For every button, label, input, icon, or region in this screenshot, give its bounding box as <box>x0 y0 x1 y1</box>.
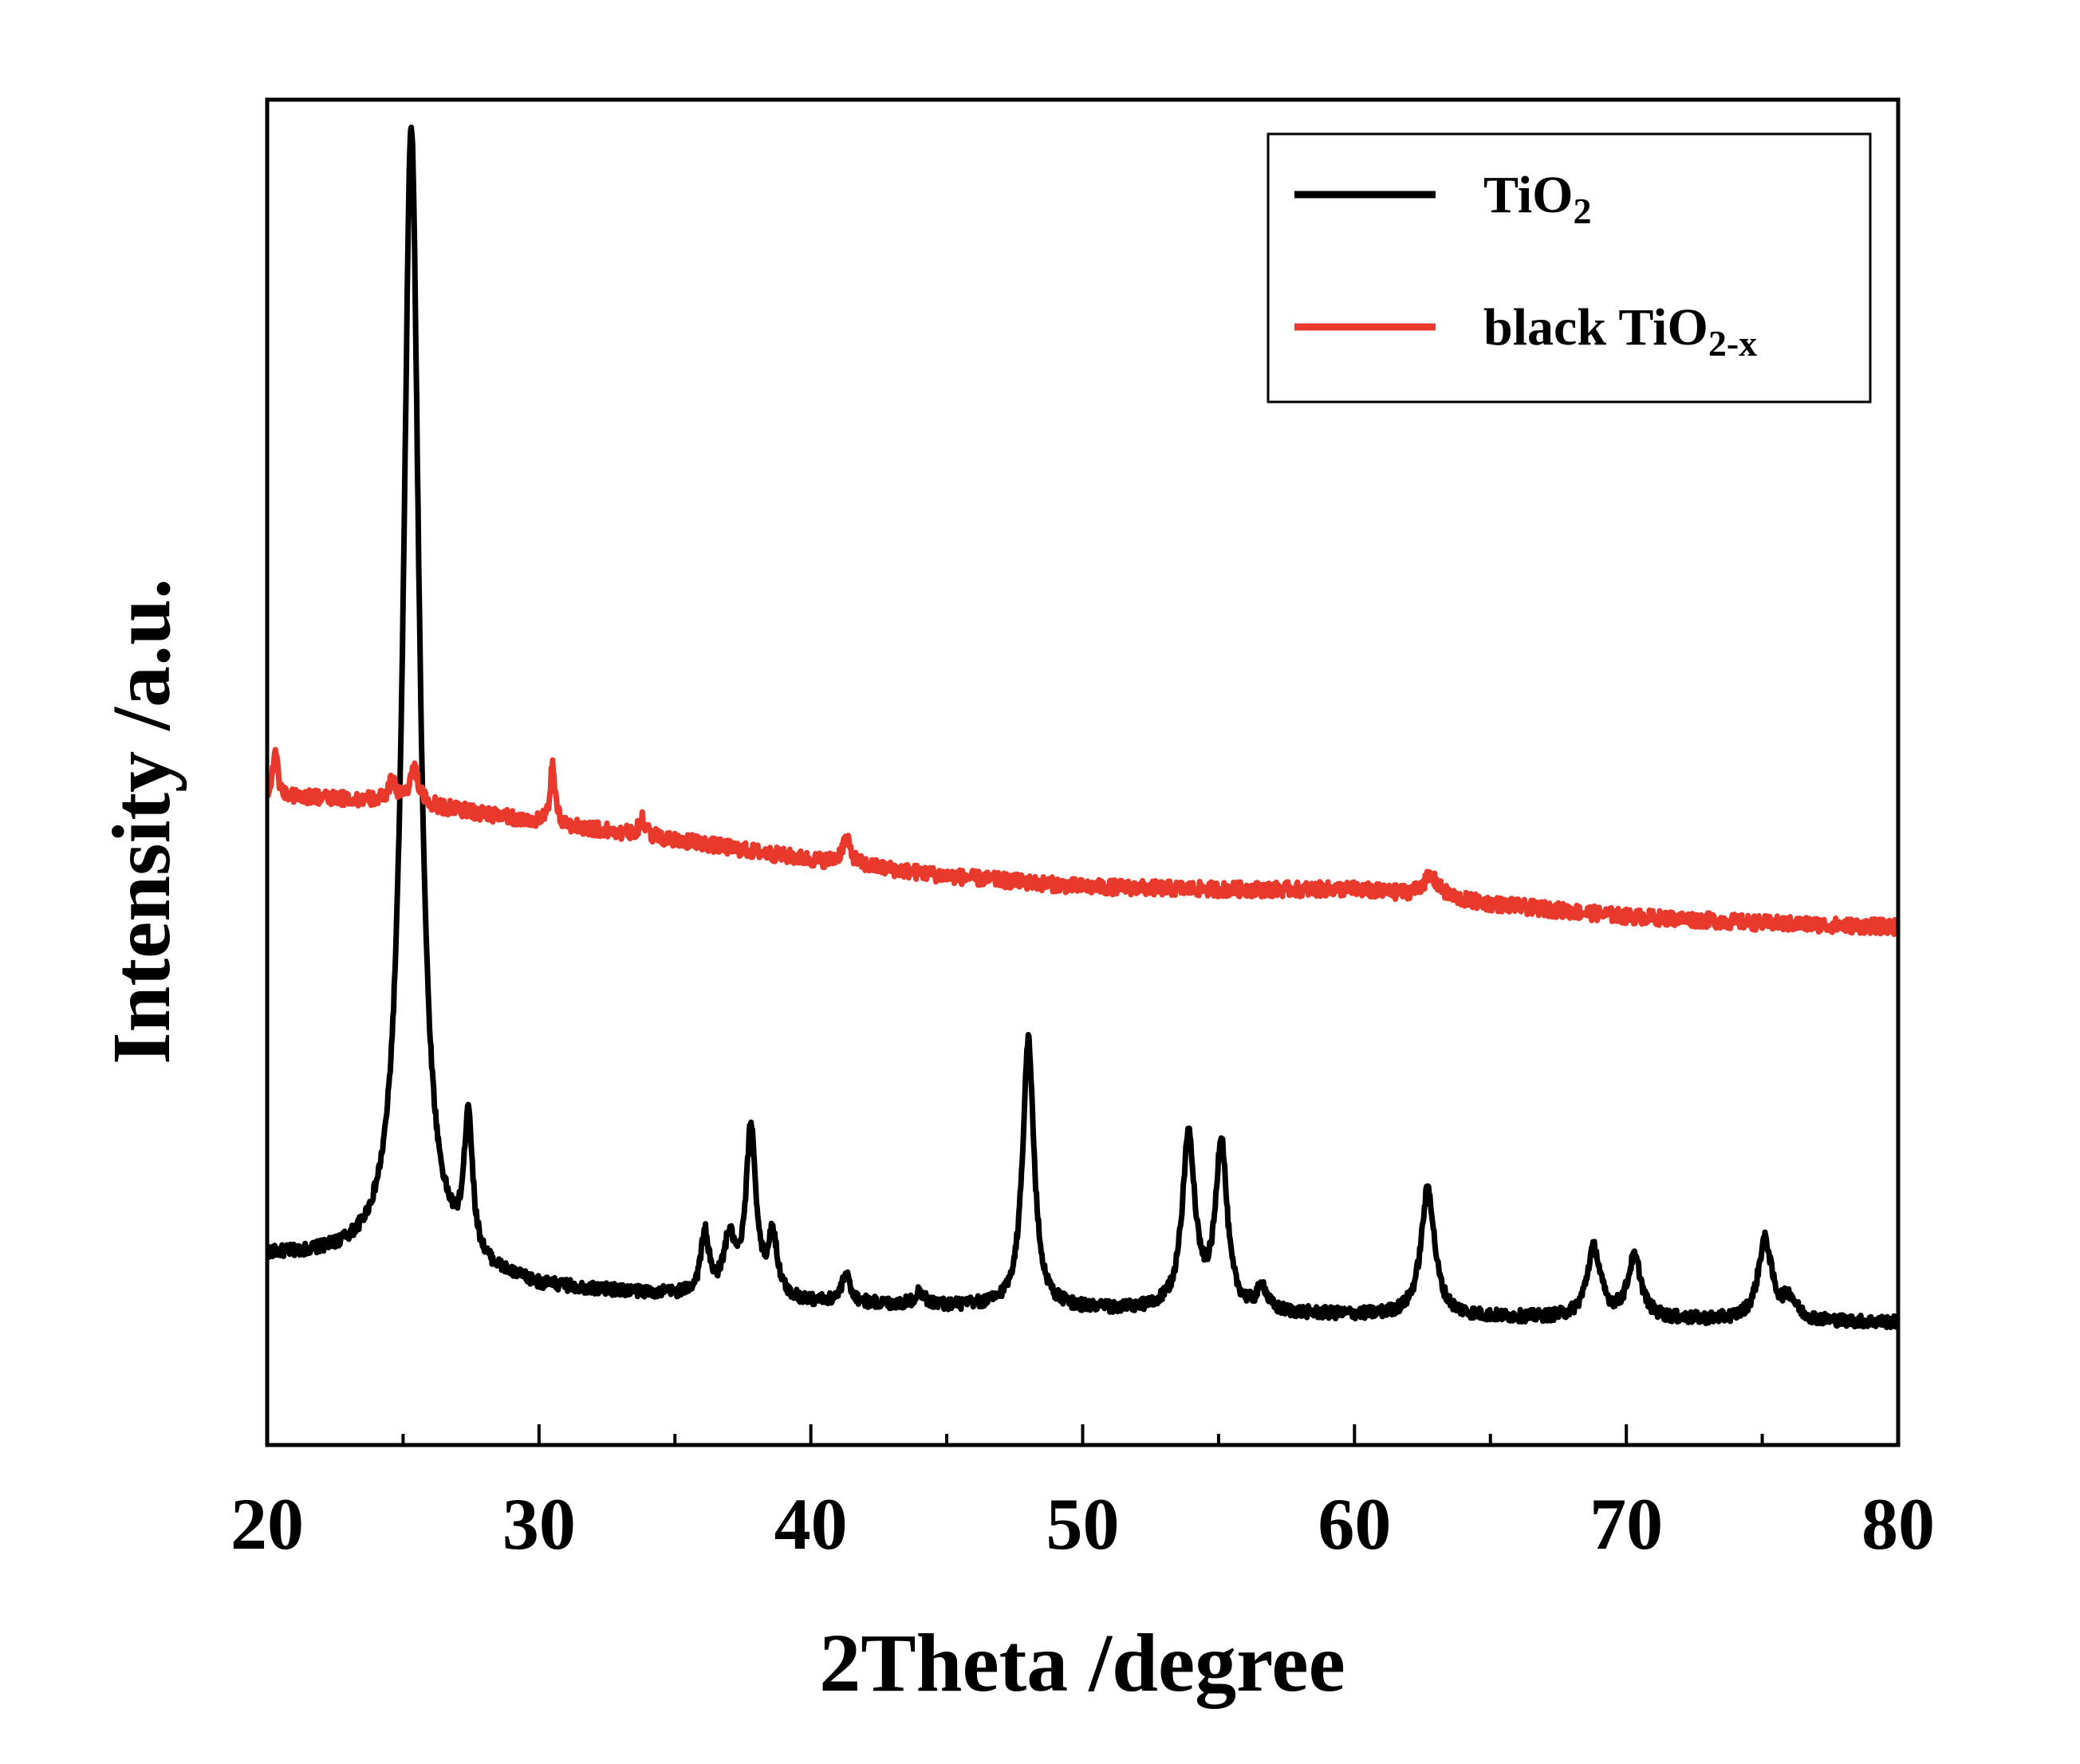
series-line-black-tio2-x <box>267 746 1898 937</box>
y-axis-title: Intensity /a.u. <box>96 578 187 1065</box>
x-tick-label: 20 <box>230 1483 304 1565</box>
series-line-tio2 <box>267 124 1898 1330</box>
x-tick-label: 30 <box>502 1483 576 1565</box>
plot-area <box>267 124 1898 1330</box>
x-tick-label: 60 <box>1318 1483 1391 1565</box>
x-axis-tick-labels: 20 30 40 50 60 70 80 <box>230 1483 1935 1565</box>
series-layer <box>267 124 1898 1330</box>
x-axis-ticks <box>266 1424 1900 1445</box>
legend-box <box>1267 132 1872 404</box>
legend-label-tio2: TiO2 <box>1483 166 1592 231</box>
legend: TiO2 black TiO2-x <box>1267 132 1872 404</box>
x-tick-label: 50 <box>1046 1483 1120 1565</box>
x-tick-label: 40 <box>774 1483 848 1565</box>
legend-label-black-tio2-x: black TiO2-x <box>1483 298 1757 364</box>
x-tick-label: 70 <box>1590 1483 1663 1565</box>
x-tick-label: 80 <box>1861 1483 1935 1565</box>
x-axis-title: 2Theta /degree <box>819 1617 1345 1709</box>
